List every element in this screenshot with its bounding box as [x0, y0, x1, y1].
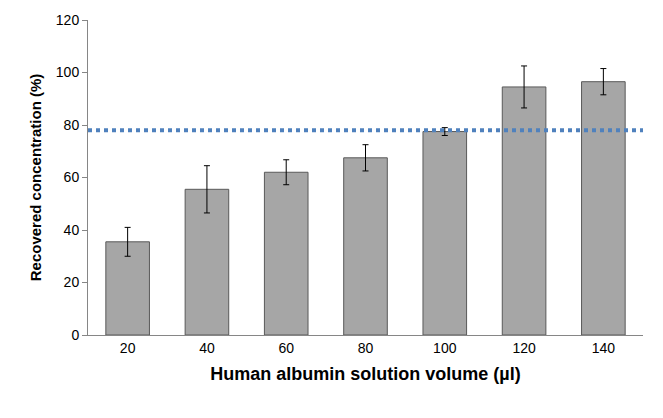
svg-text:60: 60	[64, 169, 80, 185]
svg-text:40: 40	[199, 340, 215, 356]
svg-text:100: 100	[56, 64, 80, 80]
svg-text:120: 120	[56, 12, 80, 28]
svg-text:20: 20	[120, 340, 136, 356]
svg-text:80: 80	[64, 117, 80, 133]
svg-text:120: 120	[512, 340, 536, 356]
svg-text:60: 60	[278, 340, 294, 356]
svg-text:Human albumin solution volume: Human albumin solution volume (µl)	[210, 364, 520, 384]
svg-text:Recovered concentration (%): Recovered concentration (%)	[27, 74, 44, 282]
svg-text:100: 100	[433, 340, 457, 356]
svg-text:140: 140	[592, 340, 616, 356]
svg-text:0: 0	[71, 327, 79, 343]
svg-text:80: 80	[358, 340, 374, 356]
svg-text:40: 40	[64, 222, 80, 238]
svg-text:20: 20	[64, 274, 80, 290]
